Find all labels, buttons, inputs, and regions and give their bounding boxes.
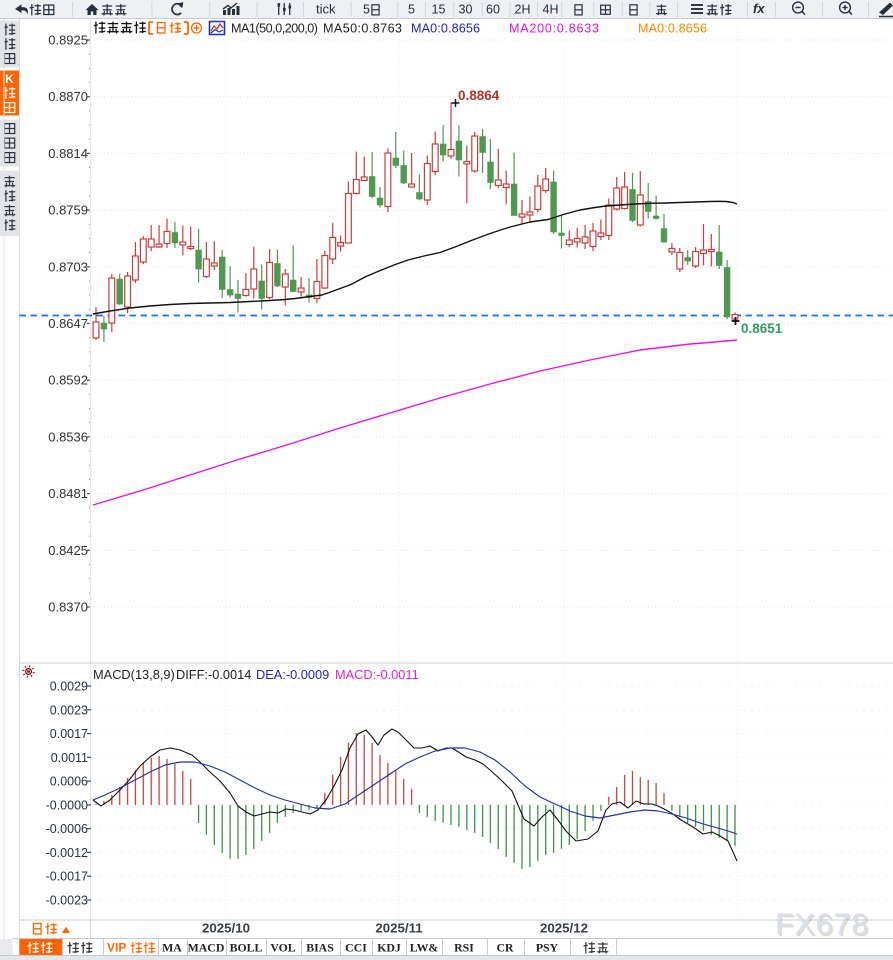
- svg-text:K: K: [5, 72, 14, 86]
- svg-text:MA50:0.8763: MA50:0.8763: [323, 22, 402, 36]
- svg-text:5: 5: [363, 3, 370, 17]
- svg-text:0.0017: 0.0017: [50, 727, 88, 741]
- svg-text:BOLL: BOLL: [230, 941, 263, 955]
- svg-text:2025/10: 2025/10: [202, 921, 250, 936]
- svg-text:MA: MA: [162, 941, 182, 955]
- svg-text:MACD: MACD: [188, 941, 225, 955]
- svg-text:MACD(13,8,9): MACD(13,8,9): [93, 667, 175, 682]
- svg-text:0.8536: 0.8536: [48, 429, 88, 444]
- svg-text:CCI: CCI: [345, 941, 367, 955]
- svg-text:MA1(50,0,200,0): MA1(50,0,200,0): [231, 22, 318, 36]
- svg-text:fx: fx: [753, 1, 765, 16]
- svg-text:0.8870: 0.8870: [48, 89, 88, 104]
- svg-text:0.0011: 0.0011: [51, 751, 88, 765]
- svg-text:0.0023: 0.0023: [50, 703, 88, 717]
- svg-text:5: 5: [408, 3, 415, 17]
- svg-text:-0.0017: -0.0017: [46, 870, 88, 884]
- svg-text:FX678: FX678: [775, 907, 869, 942]
- svg-text:BIAS: BIAS: [306, 941, 334, 955]
- svg-text:2025/11: 2025/11: [375, 921, 423, 936]
- svg-text:0.8425: 0.8425: [48, 543, 88, 558]
- svg-text:0.8370: 0.8370: [48, 600, 88, 615]
- svg-text:MA200:0.8633: MA200:0.8633: [509, 22, 599, 36]
- svg-text:0.8864: 0.8864: [458, 88, 500, 103]
- svg-text:30: 30: [459, 3, 473, 17]
- svg-text:FX678: FX678: [777, 908, 871, 943]
- svg-text:CR: CR: [496, 941, 514, 955]
- svg-text:VOL: VOL: [270, 941, 295, 955]
- svg-text:4H: 4H: [543, 3, 559, 17]
- svg-text:RSI: RSI: [454, 941, 474, 955]
- svg-text:-0.0012: -0.0012: [46, 846, 88, 860]
- svg-text:PSY: PSY: [536, 941, 559, 955]
- svg-text:0.8592: 0.8592: [48, 373, 88, 388]
- svg-text:0.8651: 0.8651: [741, 321, 783, 336]
- svg-text:60: 60: [486, 3, 500, 17]
- svg-text:0.8703: 0.8703: [48, 259, 88, 274]
- svg-text:0.8925: 0.8925: [48, 33, 88, 48]
- svg-text:MA0:0.8656: MA0:0.8656: [411, 22, 480, 36]
- svg-text:MACD:-0.0011: MACD:-0.0011: [335, 667, 419, 682]
- svg-text:LW&: LW&: [410, 941, 439, 955]
- svg-text:-0.0006: -0.0006: [46, 822, 88, 836]
- svg-text:2025/12: 2025/12: [540, 921, 588, 936]
- svg-text:tick: tick: [316, 2, 336, 17]
- svg-text:-0.0000: -0.0000: [46, 798, 88, 812]
- svg-text:0.8759: 0.8759: [48, 203, 88, 218]
- svg-text:VIP: VIP: [107, 941, 126, 955]
- svg-text:0.8481: 0.8481: [48, 486, 88, 501]
- svg-text:0.0029: 0.0029: [50, 680, 88, 694]
- svg-text:15: 15: [432, 3, 446, 17]
- svg-text:DIFF:-0.0014: DIFF:-0.0014: [176, 667, 251, 682]
- svg-text:DEA:-0.0009: DEA:-0.0009: [256, 667, 329, 682]
- svg-text:0.0006: 0.0006: [50, 775, 88, 789]
- svg-text:2H: 2H: [515, 3, 531, 17]
- svg-text:-0.0023: -0.0023: [46, 894, 88, 908]
- svg-text:MA0:0.8656: MA0:0.8656: [638, 22, 707, 36]
- svg-text:0.8647: 0.8647: [48, 316, 88, 331]
- svg-text:KDJ: KDJ: [377, 941, 401, 955]
- svg-text:0.8814: 0.8814: [48, 146, 88, 161]
